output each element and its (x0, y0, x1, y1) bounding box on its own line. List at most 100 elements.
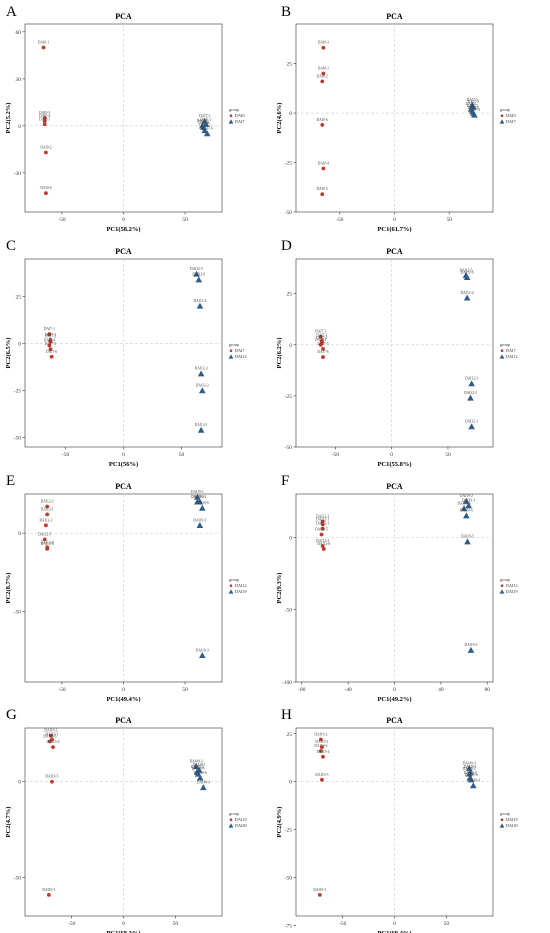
point-label: DAI0-4 (39, 114, 50, 118)
point-label: DAI12-1 (195, 423, 208, 427)
point-label: DAI12-6 (317, 542, 330, 546)
x-tick-label: 40 (438, 687, 444, 693)
point-label: DAI19-5 (315, 773, 328, 777)
point-label: DAI49-6 (465, 773, 478, 777)
point-dai19-3 (460, 505, 468, 512)
legend-title: group (229, 342, 239, 347)
point-label: DAI19-5 (193, 518, 206, 522)
chart-title: PCA (386, 716, 403, 725)
point-label: DAI0-2 (40, 145, 51, 149)
legend-title: group (500, 811, 510, 816)
point-dai12-6 (197, 426, 205, 433)
legend-key-circle (500, 584, 504, 587)
point-label: DAI19-1 (45, 733, 58, 737)
y-axis-label: PC2(4.9%) (276, 807, 283, 838)
point-label: DAI0-3 (39, 111, 50, 115)
plot-frame (24, 23, 223, 213)
x-tick-label: -50 (58, 687, 66, 693)
point-dai49-1 (465, 764, 473, 771)
point-dai49-3 (465, 770, 473, 777)
point-label: DAI49-4 (197, 780, 210, 784)
legend-entry: DAI0 (506, 113, 516, 118)
x-tick-label: 50 (182, 687, 188, 693)
point-label: DAI12-6 (41, 542, 54, 546)
point-label: DAI19-1 (462, 499, 475, 503)
y-tick-label: -30 (14, 171, 22, 177)
y-tick-label: -50 (14, 436, 22, 442)
point-label: DAI12-5 (190, 267, 203, 271)
point-dai12-5 (199, 387, 206, 394)
x-tick-label: 50 (446, 217, 452, 223)
x-tick-label: 0 (393, 217, 396, 223)
point-label: DAI0-2 (317, 74, 328, 78)
x-tick-label: 80 (484, 687, 490, 693)
point-dai19-6 (46, 892, 51, 897)
point-label: DAI49-5 (464, 771, 477, 775)
legend-entry: DAI19 (235, 589, 247, 594)
point-label: DAI0-1 (318, 66, 329, 70)
x-axis-label: PC1(69.4%) (377, 930, 411, 933)
y-tick-label: 0 (289, 535, 292, 541)
point-label: DAI19-3 (464, 643, 477, 647)
point-dai7-3 (48, 339, 53, 344)
y-tick-label: -50 (14, 610, 22, 616)
point-dai19-6 (317, 892, 322, 897)
point-dai12-6 (45, 546, 50, 551)
point-label: DAI49-3 (463, 761, 476, 765)
x-tick-label: 0 (122, 217, 125, 223)
legend-title: group (229, 811, 239, 816)
point-label: DAI49-5 (192, 767, 205, 771)
point-label: DAI7-3 (45, 333, 56, 337)
y-axis-label: PC2(4.6%) (276, 103, 283, 134)
point-label: DAI12-1 (316, 517, 329, 521)
point-dai19-1 (463, 497, 470, 504)
point-dai12-3 (320, 526, 325, 531)
point-label: DAI0-5 (39, 117, 50, 121)
point-dai7-2 (202, 120, 210, 127)
legend-key-circle (229, 818, 233, 821)
point-label: DAI0-6 (317, 118, 328, 122)
point-dai12-1 (45, 504, 50, 509)
point-dai12-4 (468, 380, 475, 387)
legend-entry: DAI7 (506, 348, 516, 353)
y-tick-label: 0 (18, 124, 21, 130)
y-tick-label: 0 (18, 531, 21, 537)
point-label: DAI12-5 (38, 532, 51, 536)
point-dai49-6 (200, 784, 207, 791)
x-axis-label: PC1(68.3%) (106, 930, 140, 933)
x-tick-label: 50 (445, 452, 451, 458)
pca-panel-b: B PCA -50 0 50 -50 -25 0 25 PC1(61.7%) PC2(4.6%) DA… (276, 4, 516, 233)
x-tick-label: 0 (393, 687, 396, 693)
x-axis-label: PC1(56%) (109, 461, 138, 468)
pca-panel-c: C PCA -50 0 50 -50 -25 0 25 PC1(56%) PC2(6.5%) DAI7… (5, 238, 247, 468)
x-tick-label: 50 (173, 921, 179, 927)
point-label: DAI19-4 (193, 495, 206, 499)
point-dai19-5 (320, 777, 324, 782)
point-dai49-4 (194, 770, 202, 777)
chart-title: PCA (115, 482, 132, 491)
y-tick-label: 25 (287, 62, 293, 68)
chart-title: PCA (386, 482, 403, 491)
y-tick-label: 0 (289, 343, 292, 349)
legend-key-circle (500, 349, 504, 353)
point-dai19-2 (320, 745, 324, 750)
legend-key-triangle (228, 354, 234, 359)
point-dai0-6 (44, 191, 48, 196)
point-dai12-3 (196, 302, 204, 309)
x-tick-label: -50 (339, 921, 347, 927)
point-label: DAI19-6 (196, 501, 209, 505)
point-dai12-3 (44, 523, 48, 528)
point-label: DAI49-4 (467, 779, 480, 783)
x-axis-label: PC1(49.2%) (377, 696, 411, 703)
point-label: DAI19-3 (42, 888, 55, 892)
x-axis-label: PC1(61.7%) (377, 226, 411, 233)
point-label: DAI7-1 (316, 334, 327, 338)
point-label: DAI19-3 (196, 648, 209, 652)
point-label: DAI7-3 (467, 104, 478, 108)
y-tick-label: -50 (285, 210, 293, 216)
point-label: DAI12-4 (316, 539, 329, 543)
panel-letter: E (6, 473, 15, 489)
